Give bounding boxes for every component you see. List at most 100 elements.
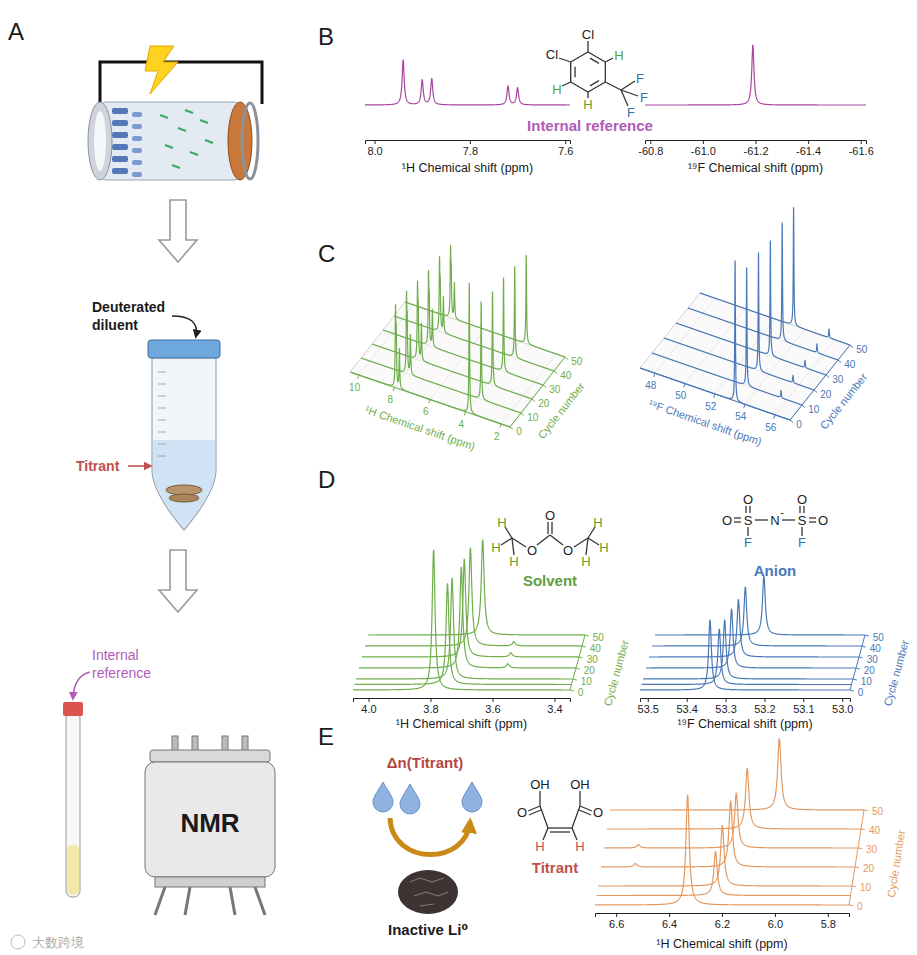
- tick: 53.1: [793, 698, 814, 715]
- tick-mark: [850, 345, 853, 347]
- structure-reference: ClClHHHFFFInternal reference: [527, 27, 653, 135]
- spectrum-trace: [365, 60, 570, 105]
- axis-title: ¹⁹F Chemical shift (ppm): [688, 161, 823, 175]
- tube-sample: [67, 845, 79, 895]
- instrument-label: NMR: [180, 808, 239, 838]
- tick: -61.6: [849, 140, 874, 157]
- tick-label: 0: [578, 687, 584, 698]
- grid-line: [501, 354, 556, 424]
- tick-mark: [585, 635, 589, 636]
- x-axis: 53.553.453.353.253.153.0: [638, 698, 854, 715]
- tick-label: 20: [584, 665, 596, 676]
- structure-caption: Titrant: [532, 859, 578, 876]
- tick-label: 6.0: [768, 918, 783, 930]
- structure-caption: Solvent: [523, 572, 577, 589]
- tick: 6.6: [609, 913, 624, 930]
- tick-mark: [722, 913, 723, 917]
- tick-mark: [431, 698, 432, 702]
- graduation: [158, 432, 166, 433]
- tick-mark: [582, 646, 586, 647]
- atom: H: [552, 82, 561, 97]
- tick-label: 4: [459, 419, 465, 430]
- tick-mark: [393, 387, 394, 391]
- tick-label: 50: [872, 806, 884, 817]
- nmr-magnet: [145, 736, 275, 915]
- cathode-layer: [112, 168, 128, 174]
- bond: [572, 806, 580, 828]
- tick-mark: [493, 698, 494, 702]
- tick-mark: [861, 140, 862, 144]
- ion: [160, 115, 168, 118]
- plot-area: [595, 739, 864, 905]
- floor: [640, 293, 850, 420]
- tick-label: 20: [820, 389, 832, 400]
- chart-waterfall: 6.66.46.26.05.8¹H Chemical shift (ppm)01…: [595, 739, 907, 952]
- tick-label: 3.4: [547, 703, 562, 715]
- bond: [537, 535, 550, 545]
- bond: [588, 82, 605, 92]
- tick-mark: [429, 400, 430, 404]
- ion: [165, 145, 173, 148]
- tick-mark: [648, 698, 649, 702]
- tick-label: 50: [873, 632, 885, 643]
- axis-line: [354, 699, 571, 703]
- x-axis: -60.8-61.0-61.2-61.4-61.6: [638, 140, 874, 157]
- ion: [178, 128, 186, 131]
- bond: [579, 810, 591, 815]
- tick-label: 30: [867, 654, 879, 665]
- tick-label: -61.2: [743, 145, 768, 157]
- tick: 3.8: [423, 698, 438, 715]
- cathode-layer: [132, 160, 142, 165]
- lithium-facet: [438, 892, 448, 896]
- tick-mark: [703, 140, 704, 144]
- flow-arrow: [159, 550, 197, 612]
- tick-label: 8: [387, 394, 393, 405]
- atom: H: [581, 554, 590, 569]
- tick-label: 20: [538, 398, 550, 409]
- atom: OH: [530, 777, 550, 792]
- tick-label: 10: [861, 676, 873, 687]
- tick-mark: [855, 867, 859, 869]
- tick-label: 10: [808, 404, 820, 415]
- tick-mark: [543, 385, 546, 387]
- plot-area: [640, 576, 865, 690]
- pointer-arrow: [73, 672, 90, 698]
- tick-label: 30: [832, 374, 844, 385]
- bond: [588, 52, 605, 62]
- titrant-drop: [400, 784, 420, 814]
- spectrum-trace: [362, 559, 579, 657]
- figure: ABCDEDeuterateddiluentTitrantInternalref…: [0, 0, 917, 955]
- flow-arrow: [159, 200, 197, 262]
- plot-area: [350, 245, 565, 427]
- panel-label: A: [8, 18, 24, 45]
- grid-line: [350, 372, 510, 427]
- bond: [580, 806, 592, 811]
- tick-mark: [859, 657, 863, 658]
- tick-label: 2: [494, 431, 500, 442]
- bond: [734, 517, 741, 518]
- tick-mark: [684, 384, 685, 388]
- tick: 7.8: [463, 140, 478, 157]
- tick-label: 50: [571, 356, 583, 367]
- bond: [809, 517, 816, 518]
- bond: [547, 522, 548, 534]
- axis-line: [641, 699, 851, 703]
- spectrum-trace: [368, 540, 585, 635]
- plot-area: [645, 45, 866, 105]
- tick-label: 8.0: [367, 145, 382, 157]
- grid-line: [715, 319, 775, 394]
- chart-waterfall3d: 4850525456¹⁹F Chemical shift (ppm)010203…: [640, 208, 870, 448]
- tick-label: 30: [866, 844, 878, 855]
- grid-line: [745, 329, 805, 404]
- tick-label: 20: [863, 863, 875, 874]
- graduation: [158, 384, 166, 385]
- tick-mark: [565, 357, 568, 359]
- tick-mark: [510, 427, 513, 429]
- tick-label: 54: [735, 411, 747, 422]
- ion: [200, 120, 208, 123]
- tube-liquid: [153, 440, 215, 528]
- magnet-base: [155, 877, 265, 887]
- pointer-arrow: [128, 465, 150, 467]
- tick-label: -61.6: [849, 145, 874, 157]
- bond: [529, 810, 541, 815]
